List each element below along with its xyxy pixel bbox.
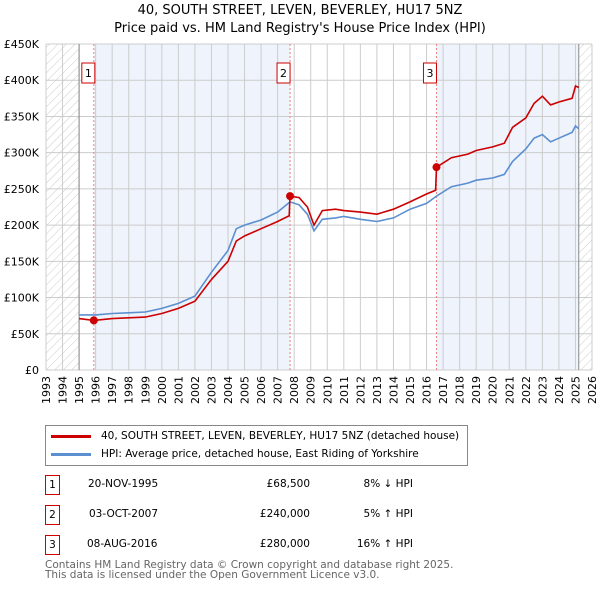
y-tick-label: £150K — [4, 255, 40, 268]
chart-title: 40, SOUTH STREET, LEVEN, BEVERLEY, HU17 … — [137, 3, 463, 18]
x-tick-label: 1998 — [123, 376, 136, 404]
sale-marker-box — [422, 62, 437, 84]
legend-swatch-blue — [51, 452, 91, 456]
x-tick-label: 2020 — [487, 376, 500, 404]
x-tick-label: 2000 — [156, 376, 169, 404]
x-tick-label: 2006 — [255, 376, 268, 404]
sale-marker-label: 1 — [85, 67, 92, 80]
x-tick-label: 1994 — [57, 376, 70, 404]
y-tick-label: £0 — [25, 364, 39, 377]
sale-price: £240,000 — [259, 508, 310, 520]
x-tick-label: 2005 — [239, 376, 252, 404]
x-tick-label: 2019 — [470, 376, 483, 404]
y-tick-label: £200K — [4, 219, 40, 232]
legend-swatch-red — [51, 434, 91, 438]
x-tick-label: 1993 — [40, 376, 53, 404]
x-tick-label: 2010 — [321, 376, 334, 404]
marker-badge: 2 — [45, 505, 60, 525]
shaded-period — [93, 44, 291, 370]
price-chart: 1 2 3 1993 1994 1995 1996 1997 1998 1999 2000 2001 2… — [4, 38, 599, 404]
x-tick-label: 2013 — [371, 376, 384, 404]
y-tick-label: £450K — [4, 38, 40, 51]
x-tick-label: 2011 — [338, 376, 351, 404]
sale-date: 08-AUG-2016 — [87, 538, 158, 550]
x-tick-label: 2015 — [404, 376, 417, 404]
x-tick-label: 1999 — [139, 376, 152, 404]
x-tick-label: 1995 — [73, 376, 86, 404]
x-tick-label: 2009 — [305, 376, 318, 404]
x-tick-label: 2022 — [520, 376, 533, 404]
sale-date: 03-OCT-2007 — [89, 508, 158, 520]
hatched-region — [578, 44, 592, 370]
legend-label: HPI: Average price, detached house, East… — [101, 448, 419, 460]
sale-price: £68,500 — [266, 478, 310, 490]
hpi-diff: 8% ↓ HPI — [363, 478, 413, 490]
x-tick-label: 2017 — [437, 376, 450, 404]
sale-marker-box — [276, 62, 291, 84]
marker-badge: 1 — [45, 475, 60, 495]
sale-price: £280,000 — [259, 538, 310, 550]
x-tick-label: 2002 — [189, 376, 202, 404]
chart-subtitle: Price paid vs. HM Land Registry's House … — [114, 21, 486, 36]
x-tick-label: 1997 — [106, 376, 119, 404]
x-tick-label: 2008 — [288, 376, 301, 404]
x-tick-label: 2007 — [272, 376, 285, 404]
footer: Contains HM Land Registry data © Crown c… — [45, 559, 454, 581]
property-price-line — [79, 84, 580, 322]
shaded-period — [436, 44, 579, 370]
sale-marker-box — [81, 62, 96, 84]
legend-item-property: 40, SOUTH STREET, LEVEN, BEVERLEY, HU17 … — [51, 428, 459, 444]
hpi-diff: 16% ↑ HPI — [356, 538, 413, 550]
y-tick-label: £250K — [4, 183, 40, 196]
x-tick-label: 2024 — [553, 376, 566, 404]
sale-point — [89, 316, 98, 325]
x-tick-label: 2012 — [354, 376, 367, 404]
sale-point — [286, 192, 295, 201]
x-tick-label: 2025 — [569, 376, 582, 404]
x-tick-label: 2001 — [172, 376, 185, 404]
legend: 40, SOUTH STREET, LEVEN, BEVERLEY, HU17 … — [45, 425, 468, 466]
x-tick-label: 2003 — [205, 376, 218, 404]
y-tick-label: £350K — [4, 110, 40, 123]
marker-badge: 3 — [45, 535, 60, 555]
hpi-line — [79, 124, 580, 316]
sale-marker-label: 2 — [280, 67, 287, 80]
x-tick-label: 1996 — [90, 376, 103, 404]
x-tick-label: 2004 — [222, 376, 235, 404]
hpi-diff: 5% ↑ HPI — [363, 508, 413, 520]
x-tick-label: 2016 — [421, 376, 434, 404]
x-tick-label: 2014 — [387, 376, 400, 404]
x-tick-label: 2018 — [454, 376, 467, 404]
footer-licence: This data is licensed under the Open Gov… — [45, 569, 380, 581]
sale-marker-label: 3 — [426, 67, 433, 80]
legend-item-hpi: HPI: Average price, detached house, East… — [51, 446, 419, 462]
x-tick-label: 2023 — [536, 376, 549, 404]
legend-label: 40, SOUTH STREET, LEVEN, BEVERLEY, HU17 … — [101, 430, 460, 442]
y-tick-label: £50K — [11, 328, 40, 341]
sale-point — [432, 163, 441, 172]
y-tick-label: £400K — [4, 74, 40, 87]
y-tick-label: £300K — [4, 147, 40, 160]
sale-date: 20-NOV-1995 — [88, 478, 159, 490]
x-tick-label: 2021 — [503, 376, 516, 404]
y-tick-label: £100K — [4, 292, 40, 305]
x-tick-label: 2026 — [586, 376, 599, 404]
footer-copyright: Contains HM Land Registry data © Crown c… — [45, 559, 454, 571]
